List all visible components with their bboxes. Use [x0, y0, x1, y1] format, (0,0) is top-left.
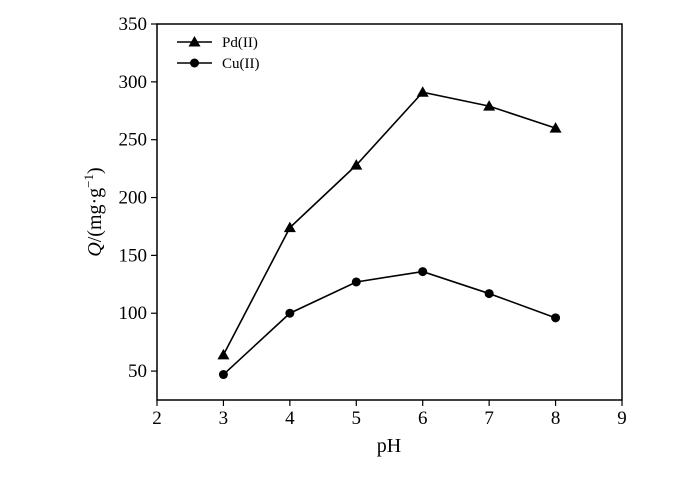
- y-tick-label: 200: [119, 188, 148, 209]
- y-tick-label: 250: [119, 130, 148, 151]
- data-point: [418, 267, 428, 277]
- series-layer: [217, 86, 562, 380]
- data-point: [484, 289, 494, 299]
- legend-label: Cu(II): [222, 56, 260, 72]
- x-tick-label: 3: [219, 408, 229, 429]
- series-line: [222, 270, 556, 376]
- series-2: [218, 267, 561, 380]
- data-point: [483, 100, 496, 111]
- x-tick-label: 2: [152, 408, 162, 429]
- y-tick-label: 350: [119, 14, 148, 35]
- data-point: [351, 277, 361, 287]
- x-tick-label: 6: [418, 408, 428, 429]
- y-tick-label: 100: [119, 303, 148, 324]
- y-tick-label: 150: [119, 245, 148, 266]
- data-point: [217, 348, 230, 360]
- legend-marker: [190, 58, 199, 68]
- legend-item: Pd(II): [177, 35, 258, 51]
- y-axis-unit-prefix: /(mg·g: [84, 188, 106, 242]
- x-tick-label: 8: [551, 408, 561, 429]
- y-axis-ticks: 50 100 150 200 250 300 350: [119, 14, 157, 382]
- series-1: [217, 86, 562, 360]
- x-axis-ticks: 2 3 4 5 6 7 8 9: [152, 400, 627, 429]
- x-tick-label: 4: [285, 408, 295, 429]
- series-line: [222, 91, 556, 356]
- legend-item: Cu(II): [177, 56, 260, 72]
- legend: Pd(II) Cu(II): [177, 35, 260, 72]
- x-tick-label: 7: [484, 408, 494, 429]
- data-point: [416, 86, 429, 97]
- legend-marker: [188, 36, 201, 47]
- data-point: [285, 308, 295, 318]
- data-point: [350, 159, 363, 170]
- data-point: [549, 122, 562, 133]
- data-point: [551, 313, 561, 323]
- y-axis-unit-exp: −1: [81, 174, 96, 188]
- data-point: [283, 221, 296, 233]
- x-axis-title: pH: [377, 435, 401, 457]
- data-point: [218, 370, 228, 380]
- y-tick-label: 300: [119, 72, 148, 93]
- legend-label: Pd(II): [222, 35, 258, 51]
- y-axis-unit-suffix: ): [84, 167, 106, 174]
- x-tick-label: 9: [617, 408, 627, 429]
- y-tick-label: 50: [128, 361, 147, 382]
- y-axis-title: Q/(mg·g−1): [81, 167, 106, 256]
- y-axis-symbol: Q: [84, 242, 106, 257]
- plot-frame: [156, 23, 623, 401]
- x-tick-label: 5: [352, 408, 362, 429]
